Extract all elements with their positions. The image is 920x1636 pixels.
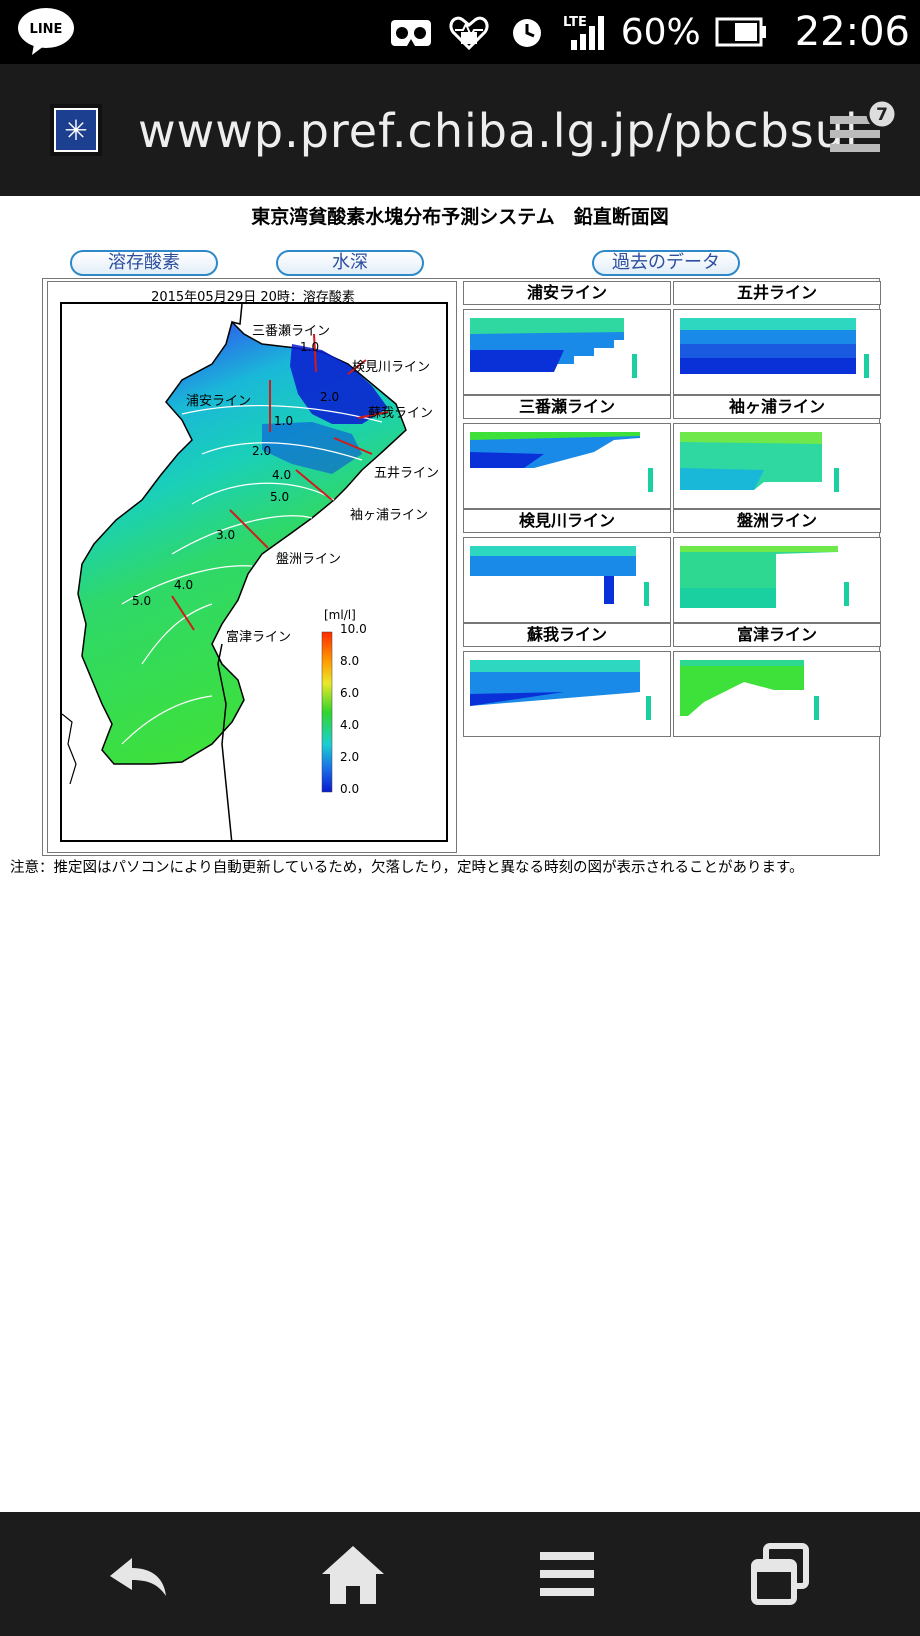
map-label-futtsu: 富津ライン xyxy=(226,630,292,645)
dissolved-oxygen-button[interactable]: 溶存酸素 xyxy=(70,250,218,276)
browser-toolbar: ✳ wwwp.pref.chiba.lg.jp/pbcbsui 7 xyxy=(0,64,920,196)
browser-nav-bar xyxy=(0,1512,920,1636)
map-label-soga: 蘇我ライン xyxy=(368,406,434,421)
page-title: 東京湾貧酸素水塊分布予測システム 鉛直断面図 xyxy=(251,206,669,228)
legend-unit: [ml/l] xyxy=(324,608,356,622)
contour-label: 1.0 xyxy=(274,414,294,428)
contour-label: 2.0 xyxy=(320,390,340,404)
tokyo-bay-map[interactable]: 三番瀬ライン 検見川ライン 浦安ライン 蘇我ライン 五井ライン 袖ヶ浦ライン 盤… xyxy=(60,302,448,842)
section-plot-goi[interactable] xyxy=(673,309,881,395)
tab-count: 7 xyxy=(876,105,888,125)
past-data-button[interactable]: 過去のデータ xyxy=(592,250,740,276)
map-label-sanbanze: 三番瀬ライン xyxy=(252,324,331,339)
section-title: 五井ライン xyxy=(673,281,881,305)
home-icon[interactable] xyxy=(318,1540,388,1610)
legend-tick: 10.0 xyxy=(340,622,367,636)
status-bar: LINE LTE 60% 22:06 xyxy=(0,0,920,64)
bay-map-panel: 2015年05月29日 20時：溶存酸素 xyxy=(47,281,457,853)
map-label-kemigawa: 検見川ライン xyxy=(352,360,431,375)
back-icon[interactable] xyxy=(102,1540,172,1610)
contour-label: 4.0 xyxy=(174,578,194,592)
vr-headset-icon xyxy=(390,20,431,46)
contour-label: 4.0 xyxy=(272,468,292,482)
legend-tick: 6.0 xyxy=(340,686,360,700)
notice-text: 注意：推定図はパソコンにより自動更新しているため，欠落したり，定時と異なる時刻の… xyxy=(10,860,804,876)
svg-text:LINE: LINE xyxy=(30,22,63,37)
contour-label: 1.0 xyxy=(300,340,320,354)
contour-label: 5.0 xyxy=(132,594,152,608)
chiba-emblem-icon: ✳ xyxy=(56,110,96,150)
legend-tick: 2.0 xyxy=(340,750,360,764)
section-plot-sanbanze[interactable] xyxy=(463,423,671,509)
map-label-banzu: 盤洲ライン xyxy=(276,552,342,567)
section-title: 蘇我ライン xyxy=(463,623,671,647)
bay-oxygen-map xyxy=(62,304,407,840)
contour-label: 3.0 xyxy=(216,528,236,542)
section-plot-futtsu[interactable] xyxy=(673,651,881,737)
windows-icon[interactable] xyxy=(746,1540,816,1610)
contour-label: 2.0 xyxy=(252,444,272,458)
section-title: 袖ヶ浦ライン xyxy=(673,395,881,419)
url-field[interactable]: wwwp.pref.chiba.lg.jp/pbcbsui xyxy=(138,104,859,158)
section-plot-kemigawa[interactable] xyxy=(463,537,671,623)
battery-icon xyxy=(715,17,766,47)
tabs-button[interactable]: 7 xyxy=(826,96,902,172)
health-heart-icon xyxy=(449,16,489,51)
section-plot-sodegaura[interactable] xyxy=(673,423,881,509)
battery-percent: 60% xyxy=(620,11,701,53)
section-title: 盤洲ライン xyxy=(673,509,881,533)
legend-tick: 0.0 xyxy=(340,782,360,796)
alarm-clock-icon xyxy=(512,19,541,47)
map-caption: 2015年05月29日 20時：溶存酸素 xyxy=(151,290,355,305)
lte-signal-icon: LTE xyxy=(563,15,604,50)
web-page: 東京湾貧酸素水塊分布予測システム 鉛直断面図 溶存酸素 水深 過去のデータ 20… xyxy=(0,196,920,1512)
section-title: 三番瀬ライン xyxy=(463,395,671,419)
map-label-goi: 五井ライン xyxy=(374,466,440,481)
section-title: 富津ライン xyxy=(673,623,881,647)
clock: 22:06 xyxy=(794,9,910,55)
section-plot-banzu[interactable] xyxy=(673,537,881,623)
water-depth-button[interactable]: 水深 xyxy=(276,250,424,276)
legend-tick: 8.0 xyxy=(340,654,360,668)
section-plot-soga[interactable] xyxy=(463,651,671,737)
map-label-sodegaura: 袖ヶ浦ライン xyxy=(350,508,429,523)
line-app-icon: LINE xyxy=(18,8,74,55)
legend-tick: 4.0 xyxy=(340,718,360,732)
section-title: 検見川ライン xyxy=(463,509,671,533)
content-frame: 2015年05月29日 20時：溶存酸素 xyxy=(42,278,881,856)
section-plot-urayasu[interactable] xyxy=(463,309,671,395)
site-favicon: ✳ xyxy=(50,104,102,156)
menu-icon[interactable] xyxy=(532,1540,602,1610)
svg-text:LTE: LTE xyxy=(563,15,587,30)
contour-label: 5.0 xyxy=(270,490,290,504)
section-title: 浦安ライン xyxy=(463,281,671,305)
map-label-urayasu: 浦安ライン xyxy=(186,394,252,409)
